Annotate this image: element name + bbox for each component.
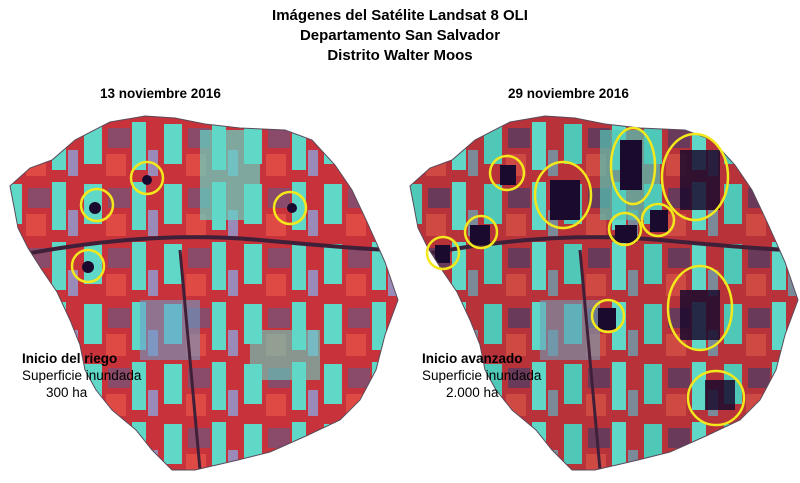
caption-right: Inicio avanzado Superficie inundada 2.00…	[422, 350, 541, 401]
caption-area: 2.000 ha	[446, 384, 541, 401]
caption-label: Superficie inundada	[22, 367, 141, 384]
map-left	[0, 100, 400, 480]
caption-status: Inicio avanzado	[422, 350, 541, 367]
caption-left: Inicio del riego Superficie inundada 300…	[22, 350, 141, 401]
map-right	[400, 100, 800, 480]
caption-status: Inicio del riego	[22, 350, 141, 367]
caption-label: Superficie inundada	[422, 367, 541, 384]
caption-area: 300 ha	[46, 384, 141, 401]
